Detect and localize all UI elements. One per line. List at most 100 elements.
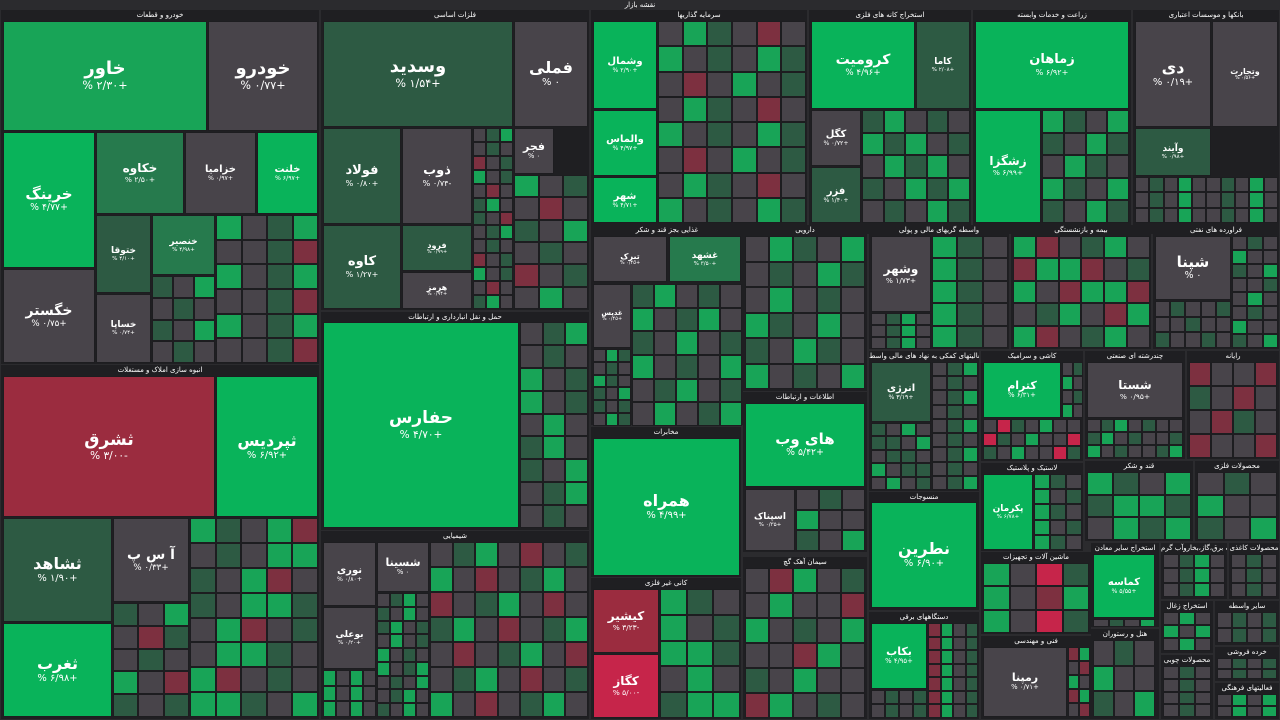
stock-mini-tile[interactable] xyxy=(841,287,865,313)
stock-mini-tile[interactable] xyxy=(940,650,953,664)
stock-mini-tile[interactable] xyxy=(1215,332,1231,348)
stock-tile-khringa[interactable]: خرینگ +۴/۷۷ % xyxy=(3,132,95,268)
stock-mini-tile[interactable] xyxy=(1139,472,1165,495)
stock-mini-tile[interactable] xyxy=(745,593,769,618)
stock-mini-tile[interactable] xyxy=(565,617,588,642)
stock-mini-tile[interactable] xyxy=(520,592,543,617)
stock-mini-tile[interactable] xyxy=(1087,472,1113,495)
stock-mini-tile[interactable] xyxy=(841,261,865,287)
stock-mini-tile[interactable] xyxy=(1050,489,1066,505)
stock-mini-tile[interactable] xyxy=(1113,640,1135,666)
stock-mini-tile[interactable] xyxy=(514,175,539,198)
stock-tile-shpana[interactable]: شپنا ۰ % xyxy=(1155,236,1231,300)
stock-mini-tile[interactable] xyxy=(497,667,521,692)
stock-mini-tile[interactable] xyxy=(565,459,588,483)
stock-mini-tile[interactable] xyxy=(1200,316,1216,333)
stock-mini-tile[interactable] xyxy=(499,225,513,240)
stock-mini-tile[interactable] xyxy=(215,617,242,643)
stock-tile-kegaz[interactable]: کگاز -۵/۰۰ % xyxy=(593,654,659,718)
stock-mini-tile[interactable] xyxy=(542,667,566,692)
stock-mini-tile[interactable] xyxy=(1163,554,1179,569)
stock-mini-tile[interactable] xyxy=(430,642,453,667)
stock-mini-tile[interactable] xyxy=(769,363,793,389)
stock-mini-tile[interactable] xyxy=(745,668,769,693)
stock-tile-harmaz[interactable]: هرمز +۰/۹۴ % xyxy=(402,272,472,309)
stock-mini-tile[interactable] xyxy=(1011,419,1025,433)
stock-mini-tile[interactable] xyxy=(1107,177,1129,201)
stock-mini-tile[interactable] xyxy=(267,264,293,289)
stock-mini-tile[interactable] xyxy=(593,374,606,388)
stock-mini-tile[interactable] xyxy=(430,542,453,567)
stock-mini-tile[interactable] xyxy=(793,693,817,718)
stock-mini-tile[interactable] xyxy=(1063,132,1086,156)
stock-mini-tile[interactable] xyxy=(947,390,963,405)
stock-mini-tile[interactable] xyxy=(707,21,732,47)
stock-mini-tile[interactable] xyxy=(957,258,983,281)
stock-mini-tile[interactable] xyxy=(698,378,720,403)
stock-mini-tile[interactable] xyxy=(781,46,806,72)
stock-tile-sparadis[interactable]: ثپردیس +۶/۹۲ % xyxy=(216,376,318,517)
stock-mini-tile[interactable] xyxy=(1235,177,1250,193)
stock-mini-tile[interactable] xyxy=(113,694,139,717)
stock-mini-tile[interactable] xyxy=(520,413,543,437)
stock-mini-tile[interactable] xyxy=(932,280,958,304)
stock-mini-tile[interactable] xyxy=(1163,666,1179,679)
stock-mini-tile[interactable] xyxy=(926,177,949,201)
stock-mini-tile[interactable] xyxy=(173,297,194,320)
stock-mini-tile[interactable] xyxy=(871,325,886,337)
stock-mini-tile[interactable] xyxy=(686,666,714,693)
stock-mini-tile[interactable] xyxy=(965,636,978,651)
stock-mini-tile[interactable] xyxy=(497,617,521,642)
stock-mini-tile[interactable] xyxy=(769,287,793,313)
stock-mini-tile[interactable] xyxy=(542,413,566,437)
stock-mini-tile[interactable] xyxy=(1169,432,1183,445)
stock-mini-tile[interactable] xyxy=(1050,504,1066,520)
stock-mini-tile[interactable] xyxy=(1062,376,1073,390)
stock-mini-tile[interactable] xyxy=(565,482,588,505)
stock-tile-vtejarat[interactable]: وتجارت +۰/۵۶ % xyxy=(1212,21,1278,127)
stock-mini-tile[interactable] xyxy=(1194,554,1210,569)
stock-mini-tile[interactable] xyxy=(682,122,708,148)
stock-mini-tile[interactable] xyxy=(1036,609,1063,633)
stock-mini-tile[interactable] xyxy=(682,46,708,72)
stock-mini-tile[interactable] xyxy=(1262,264,1278,278)
stock-mini-tile[interactable] xyxy=(926,155,949,178)
stock-mini-tile[interactable] xyxy=(1262,278,1278,292)
stock-mini-tile[interactable] xyxy=(720,284,742,308)
stock-mini-tile[interactable] xyxy=(416,648,429,662)
stock-mini-tile[interactable] xyxy=(473,295,487,309)
stock-mini-tile[interactable] xyxy=(1034,519,1050,535)
stock-mini-tile[interactable] xyxy=(1127,325,1150,348)
stock-mini-tile[interactable] xyxy=(520,692,543,717)
stock-mini-tile[interactable] xyxy=(1247,250,1263,264)
stock-tile-kegol[interactable]: کگل +۰/۷۲ % xyxy=(811,110,861,166)
stock-mini-tile[interactable] xyxy=(901,476,916,490)
stock-mini-tile[interactable] xyxy=(1081,280,1105,304)
stock-mini-tile[interactable] xyxy=(1179,704,1195,717)
stock-mini-tile[interactable] xyxy=(928,677,941,691)
stock-mini-tile[interactable] xyxy=(886,423,901,437)
stock-mini-tile[interactable] xyxy=(486,197,500,212)
stock-mini-tile[interactable] xyxy=(1233,362,1255,386)
stock-mini-tile[interactable] xyxy=(756,46,782,72)
stock-mini-tile[interactable] xyxy=(947,461,963,476)
stock-mini-tile[interactable] xyxy=(745,236,769,262)
stock-mini-tile[interactable] xyxy=(940,690,953,705)
stock-mini-tile[interactable] xyxy=(194,319,215,342)
stock-mini-tile[interactable] xyxy=(605,361,619,375)
stock-mini-tile[interactable] xyxy=(390,703,403,717)
stock-tile-shasta[interactable]: شستا +۰/۹۵ % xyxy=(1087,362,1183,418)
stock-mini-tile[interactable] xyxy=(1113,472,1139,495)
stock-mini-tile[interactable] xyxy=(707,96,732,122)
stock-mini-tile[interactable] xyxy=(138,694,164,717)
stock-mini-tile[interactable] xyxy=(520,436,543,460)
stock-mini-tile[interactable] xyxy=(632,331,654,355)
stock-mini-tile[interactable] xyxy=(152,276,173,298)
stock-mini-tile[interactable] xyxy=(416,606,429,621)
stock-mini-tile[interactable] xyxy=(390,648,403,662)
stock-mini-tile[interactable] xyxy=(593,349,606,362)
stock-mini-tile[interactable] xyxy=(1220,192,1236,208)
stock-mini-tile[interactable] xyxy=(1085,132,1108,156)
stock-mini-tile[interactable] xyxy=(1058,325,1082,348)
stock-mini-tile[interactable] xyxy=(745,363,769,389)
